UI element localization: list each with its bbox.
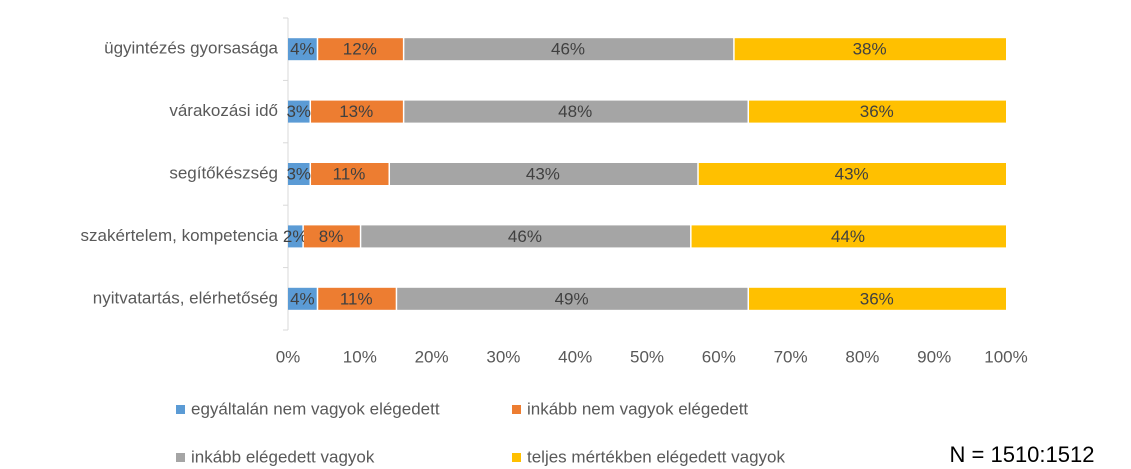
data-label: 43% [835,164,869,183]
bar-segment [397,287,748,310]
x-tick-label: 20% [415,347,449,366]
bar-segment [404,38,734,61]
bar-segment [318,38,403,61]
data-label: 36% [860,289,894,308]
bar-segment [361,225,691,248]
bar-segment [698,163,1006,185]
legend-swatch [512,453,521,462]
bar-segment [311,163,389,185]
x-tick-label: 80% [845,347,879,366]
data-label: 49% [555,289,589,308]
data-label: 36% [860,102,894,121]
legend-label: inkább nem vagyok elégedett [527,399,748,418]
bar-segment [288,163,310,185]
data-label: 4% [290,40,315,59]
x-tick-label: 70% [774,347,808,366]
data-label: 2% [283,227,308,246]
bar-segment [749,100,1006,123]
bar-segment [311,100,403,123]
x-tick-label: 30% [486,347,520,366]
x-tick-label: 60% [702,347,736,366]
data-label: 38% [853,40,887,59]
data-label: 13% [339,102,373,121]
data-label: 8% [319,227,344,246]
x-tick-label: 100% [984,347,1027,366]
data-label: 48% [558,102,592,121]
data-label: 3% [286,102,311,121]
x-tick-label: 50% [630,347,664,366]
bar-segment [734,38,1006,61]
bar-segment [288,225,303,248]
bar-segment [404,100,748,123]
data-label: 4% [290,289,315,308]
bar-segment [749,287,1006,310]
legend-swatch [512,405,521,414]
x-tick-label: 0% [276,347,301,366]
data-label: 11% [333,164,366,183]
category-label: nyitvatartás, elérhetőség [93,288,278,307]
data-label: 46% [508,227,542,246]
bar-segment [288,38,317,61]
x-tick-label: 10% [343,347,377,366]
x-tick-label: 90% [917,347,951,366]
bar-segment [390,163,698,185]
legend-label: teljes mértékben elégedett vagyok [527,447,785,466]
category-label: segítőkészség [169,163,278,182]
legend-label: egyáltalán nem vagyok elégedett [191,399,440,418]
category-label: szakértelem, kompetencia [81,226,279,245]
bar-segment [318,287,396,310]
category-label: várakozási idő [169,101,278,120]
category-label: ügyintézés gyorsasága [104,39,278,58]
data-label: 12% [343,40,377,59]
data-label: 44% [831,227,865,246]
legend-label: inkább elégedett vagyok [191,447,375,466]
bar-segment [288,100,310,123]
legend-swatch [176,453,185,462]
data-label: 11% [340,289,373,308]
bar-segment [691,225,1006,248]
data-label: 43% [526,164,560,183]
bar-segment [288,287,317,310]
legend-swatch [176,405,185,414]
bar-segment [303,225,360,248]
data-label: 46% [551,40,585,59]
data-label: 3% [286,164,311,183]
annotation: N = 1510:1512 [950,442,1095,467]
x-tick-label: 40% [558,347,592,366]
